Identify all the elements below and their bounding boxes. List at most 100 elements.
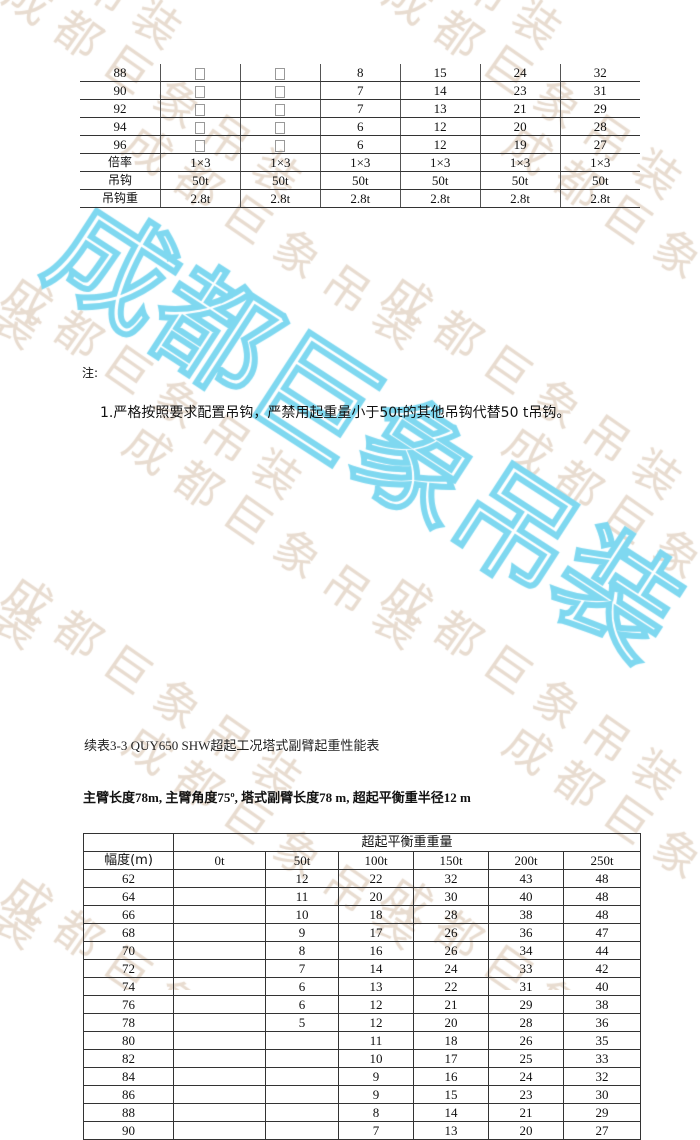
value-cell: 12: [338, 1013, 414, 1033]
empty-box-glyph: [275, 104, 286, 117]
note-label: 注:: [82, 366, 99, 380]
value-cell: 31: [560, 81, 640, 100]
table-row: 78 5 12 20 28 36: [83, 1013, 642, 1033]
radius-cell: 84: [83, 1067, 174, 1087]
value-cell: [160, 117, 241, 136]
table-row: 68 9 17 26 36 47: [83, 923, 642, 943]
value-cell: 9: [338, 1085, 414, 1105]
value-cell: 13: [338, 977, 414, 997]
radius-cell: 96: [80, 135, 161, 154]
column-header: 150t: [413, 851, 489, 871]
value-cell: 12: [338, 995, 414, 1015]
radius-cell: 90: [80, 81, 161, 100]
empty-box-glyph: [275, 86, 286, 99]
radius-cell: 82: [83, 1049, 174, 1069]
value-cell: 10: [265, 905, 339, 925]
table-subtitle: 主臂长度78m, 主臂角度75º, 塔式副臂长度78 m, 超起平衡重半径12 …: [83, 789, 471, 805]
table-row: 90 7 14 23 31: [80, 81, 640, 100]
table-row: 64 11 20 30 40 48: [83, 887, 642, 907]
value-cell: 36: [488, 923, 564, 943]
table-row: 倍率 1×3 1×3 1×3 1×3 1×3 1×3: [80, 153, 640, 172]
value-cell: 5: [265, 1013, 339, 1033]
column-header: 0t: [173, 851, 266, 871]
value-cell: [240, 64, 321, 82]
value-cell: 24: [413, 959, 489, 979]
value-cell: 21: [488, 1103, 564, 1123]
value-cell: 12: [400, 117, 481, 136]
value-cell: [240, 99, 321, 118]
table-row: 94 6 12 20 28: [80, 117, 640, 136]
header-row: 超起平衡重重量: [83, 833, 642, 853]
value-cell: 40: [488, 887, 564, 907]
row-label: 吊钩重: [80, 189, 161, 208]
value-cell: 36: [562, 1013, 642, 1033]
empty-box-glyph: [195, 68, 206, 81]
value-cell: 1×3: [240, 153, 321, 172]
value-cell: 48: [562, 887, 642, 907]
value-cell: 50t: [560, 171, 640, 190]
table-row: 96 6 12 19 27: [80, 135, 640, 154]
value-cell: 33: [488, 959, 564, 979]
value-cell: 7: [265, 959, 339, 979]
value-cell: 24: [488, 1067, 564, 1087]
table-row: 82 10 17 25 33: [83, 1049, 642, 1069]
value-cell: [173, 1067, 266, 1087]
value-cell: [173, 905, 266, 925]
radius-cell: 88: [80, 64, 161, 82]
value-cell: 17: [338, 923, 414, 943]
value-cell: 26: [488, 1031, 564, 1051]
empty-box-glyph: [195, 140, 206, 153]
value-cell: 22: [413, 977, 489, 997]
value-cell: 32: [562, 1067, 642, 1087]
value-cell: 1×3: [320, 153, 401, 172]
value-cell: 6: [265, 995, 339, 1015]
value-cell: [173, 1121, 266, 1140]
empty-box-glyph: [195, 86, 206, 99]
value-cell: 13: [413, 1121, 489, 1140]
radius-cell: 70: [83, 941, 174, 961]
value-cell: [173, 995, 266, 1015]
value-cell: 21: [480, 99, 561, 118]
value-cell: 44: [562, 941, 642, 961]
value-cell: 7: [338, 1121, 414, 1140]
value-cell: 40: [562, 977, 642, 997]
value-cell: [173, 1085, 266, 1105]
note-item: 1.严格按照要求配置吊钩，严禁用起重量小于50t的其他吊钩代替50 t吊钩。: [100, 405, 571, 422]
value-cell: 10: [338, 1049, 414, 1069]
value-cell: 2.8t: [480, 189, 561, 208]
radius-cell: 94: [80, 117, 161, 136]
value-cell: 23: [488, 1085, 564, 1105]
value-cell: 1×3: [160, 153, 241, 172]
value-cell: 30: [562, 1085, 642, 1105]
radius-cell: 72: [83, 959, 174, 979]
value-cell: [173, 1013, 266, 1033]
empty-box-glyph: [195, 104, 206, 117]
radius-cell: 86: [83, 1085, 174, 1105]
table-row: 70 8 16 26 34 44: [83, 941, 642, 961]
value-cell: [265, 1049, 339, 1069]
empty-box-glyph: [195, 122, 206, 135]
value-cell: 12: [400, 135, 481, 154]
value-cell: 50t: [480, 171, 561, 190]
radius-cell: 74: [83, 977, 174, 997]
value-cell: 9: [338, 1067, 414, 1087]
value-cell: 6: [265, 977, 339, 997]
value-cell: 20: [488, 1121, 564, 1140]
value-cell: 15: [400, 64, 481, 82]
value-cell: [160, 99, 241, 118]
column-header: 50t: [265, 851, 339, 871]
value-cell: 50t: [160, 171, 241, 190]
value-cell: [265, 1103, 339, 1123]
value-cell: 9: [265, 923, 339, 943]
value-cell: 11: [338, 1031, 414, 1051]
radius-cell: 66: [83, 905, 174, 925]
value-cell: 16: [413, 1067, 489, 1087]
table-row: 66 10 18 28 38 48: [83, 905, 642, 925]
table-row: 72 7 14 24 33 42: [83, 959, 642, 979]
value-cell: 14: [338, 959, 414, 979]
value-cell: 48: [562, 905, 642, 925]
value-cell: 43: [488, 869, 564, 889]
value-cell: 7: [320, 81, 401, 100]
radius-cell: 78: [83, 1013, 174, 1033]
row-label: 倍率: [80, 153, 161, 172]
